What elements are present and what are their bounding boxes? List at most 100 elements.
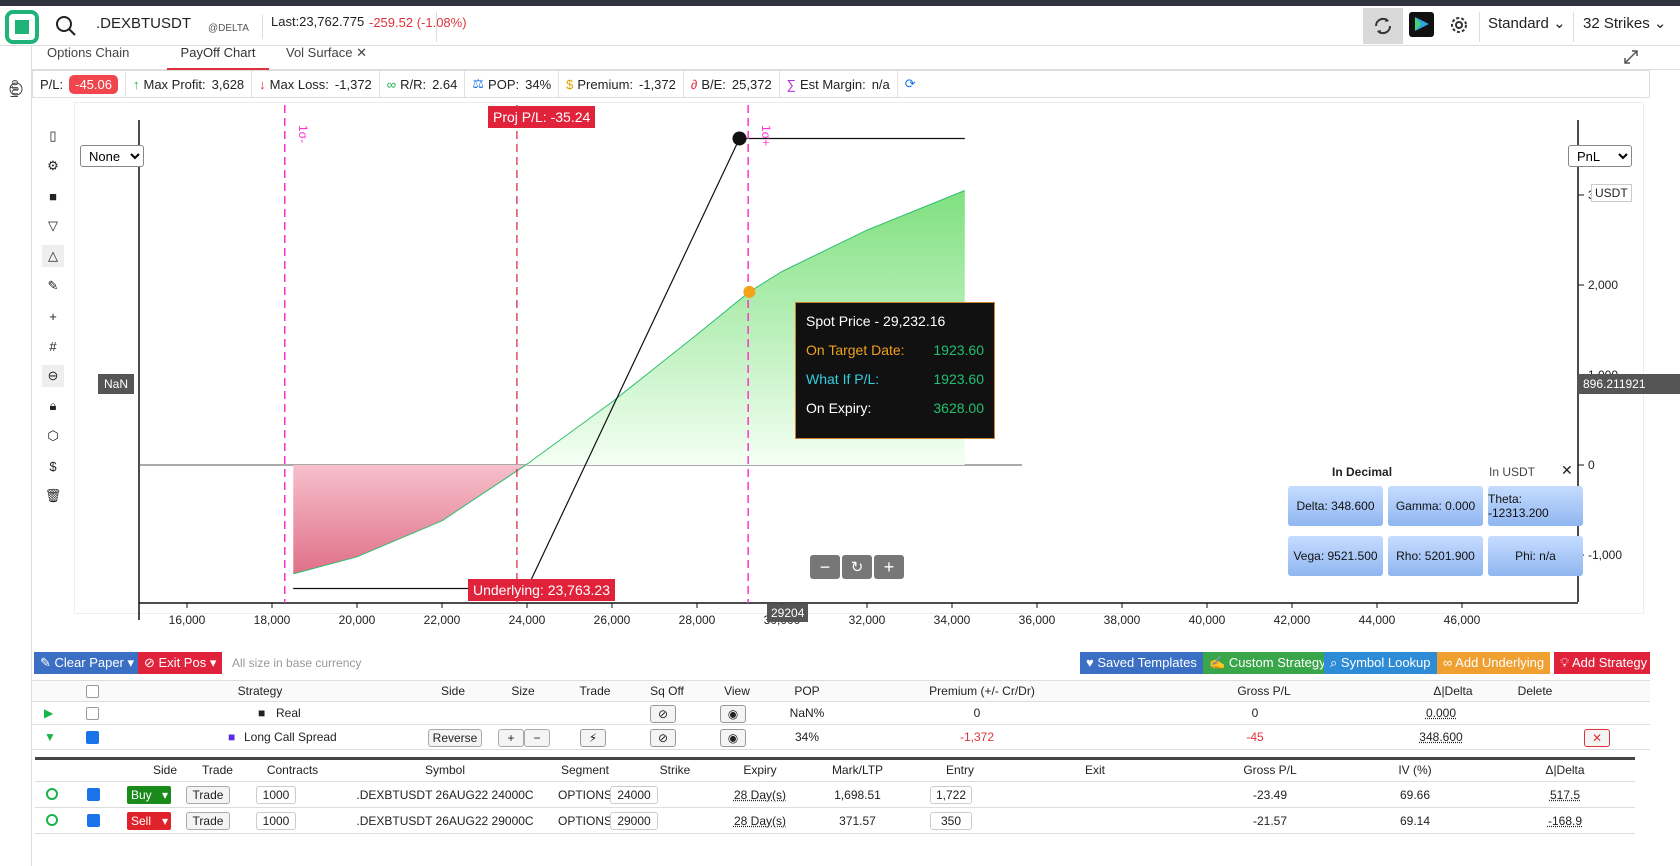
tab-payoff-chart[interactable]: PayOff Chart	[167, 46, 269, 70]
zoom-out-button[interactable]: −	[810, 555, 840, 579]
row-delta: 0.000	[1425, 706, 1457, 720]
zoom-in-button[interactable]: +	[874, 555, 904, 579]
leg-side-select[interactable]: Sell ▾	[127, 812, 171, 830]
symbol-lookup-button[interactable]: ⌕ Symbol Lookup	[1324, 652, 1437, 674]
pencil-icon[interactable]: ✎	[47, 278, 59, 293]
pl-badge: -45.06	[69, 74, 118, 94]
settings-icon[interactable]: ⚙	[47, 158, 59, 173]
leg-row[interactable]: Sell ▾ Trade 1000 .DEXBTUSDT 26AUG22 29000C O…	[35, 808, 1635, 834]
leg-strike[interactable]: 29000	[610, 812, 658, 830]
leg-expiry[interactable]: 28 Day(s)	[733, 814, 786, 828]
table-row[interactable]: ▼ ■ Long Call Spread Reverse + − ⚡︎ ⊘ ◉ …	[32, 726, 1650, 750]
lightning-icon[interactable]: ⚡︎	[580, 729, 606, 747]
search-icon[interactable]	[55, 15, 77, 37]
leg-side-select[interactable]: Buy ▾	[127, 786, 171, 804]
x-tick-label: 28,000	[679, 613, 716, 627]
triangle-icon[interactable]: △	[42, 245, 64, 267]
tab-options-chain[interactable]: Options Chain	[47, 45, 130, 60]
lock-icon[interactable]: 🔒︎	[49, 398, 57, 413]
leg-contracts[interactable]: 1000	[256, 812, 296, 830]
expand-icon[interactable]	[1622, 48, 1640, 66]
custom-strategy-button[interactable]: ✍ Custom Strategy	[1203, 652, 1332, 674]
mode-select[interactable]: Standard ⌄	[1488, 15, 1566, 32]
leg-side: Buy	[131, 788, 152, 802]
col-side: Side	[440, 684, 466, 698]
leg-checkbox[interactable]	[87, 814, 100, 827]
left-overlay-select[interactable]: None	[80, 145, 144, 167]
legs-header: Side Trade Contracts Symbol Segment Stri…	[35, 760, 1635, 782]
increase-size-button[interactable]: +	[498, 729, 524, 747]
leg-contracts[interactable]: 1000	[256, 786, 296, 804]
greeks-usdt-toggle[interactable]: In USDT	[1489, 465, 1536, 479]
exit-pos-button[interactable]: ⊘ Exit Pos ▾	[138, 652, 223, 674]
clear-paper-button[interactable]: ✎ Clear Paper ▾	[34, 652, 141, 674]
row-checkbox[interactable]	[86, 731, 99, 744]
tab-vol-surface[interactable]: Vol Surface ✕	[286, 45, 368, 60]
tooltip-target-label: On Target Date:	[806, 342, 905, 358]
leg-segment: OPTIONS	[557, 814, 612, 828]
leg-entry[interactable]: 1,722	[930, 786, 972, 804]
plus-icon[interactable]: +	[49, 308, 57, 324]
leg-gross: -23.49	[1252, 788, 1288, 802]
square-icon[interactable]: ■	[49, 188, 57, 204]
app-logo-icon[interactable]	[4, 9, 40, 45]
close-icon[interactable]: ✕	[356, 45, 368, 60]
greeks-decimal-toggle[interactable]: In Decimal	[1332, 465, 1393, 479]
dollar-icon[interactable]: $	[49, 458, 57, 474]
leg-trade-button[interactable]: Trade	[186, 786, 230, 804]
leg-strike[interactable]: 24000	[610, 786, 658, 804]
expiry-max-point	[732, 131, 747, 146]
cursor-x-flag: 29204	[767, 604, 809, 622]
reverse-button[interactable]: Reverse	[428, 729, 482, 747]
expand-icon[interactable]: ▶	[44, 706, 54, 720]
sqoff-icon[interactable]: ⊘	[650, 705, 676, 723]
leg-entry[interactable]: 350	[930, 812, 972, 830]
delete-button[interactable]: ✕	[1584, 729, 1610, 747]
sidebar-toggle-icon[interactable]: ▯	[49, 128, 57, 143]
leg-checkbox[interactable]	[87, 788, 100, 801]
chart-toolbar: ▯ ⚙ ■ ▽ △ ✎ + # ⊖ 🔒︎ ⬡ $ 🗑︎	[38, 125, 68, 503]
x-tick-label: 40,000	[1189, 613, 1226, 627]
leg-symbol: .DEXBTUSDT 26AUG22 24000C	[356, 788, 534, 802]
sqoff-icon[interactable]: ⊘	[650, 729, 676, 747]
collapse-icon[interactable]	[9, 82, 23, 96]
arrow-up-icon: ↑	[133, 76, 140, 92]
add-strategy-button[interactable]: 💡︎ Add Strategy	[1554, 652, 1650, 674]
brand-icon[interactable]	[1409, 12, 1434, 37]
sigma-right-label: 1σ+	[759, 125, 773, 146]
table-row[interactable]: ▶ ■ Real ⊘ ◉ NaN% 0 0 0.000	[32, 703, 1650, 725]
leg-row[interactable]: Buy ▾ Trade 1000 .DEXBTUSDT 26AUG22 24000C OP…	[35, 782, 1635, 808]
loss-area	[293, 465, 527, 574]
view-icon[interactable]: ◉	[720, 729, 746, 747]
trash-icon[interactable]: 🗑︎	[44, 488, 62, 503]
refresh-button[interactable]	[1363, 8, 1403, 44]
cube-icon[interactable]: ⬡	[47, 428, 59, 443]
symbol-name[interactable]: .DEXBTUSDT	[96, 15, 192, 32]
margin-refresh-icon[interactable]: ⟳	[904, 76, 916, 91]
decrease-size-button[interactable]: −	[524, 729, 550, 747]
y-tick-label: -1,000	[1588, 548, 1622, 562]
collapse-icon[interactable]: ▼	[44, 730, 56, 744]
row-checkbox[interactable]	[86, 707, 99, 720]
view-icon[interactable]: ◉	[720, 705, 746, 723]
grid-icon[interactable]: #	[49, 338, 57, 354]
y-tick-label: 0	[1588, 458, 1595, 472]
left-info-strip: Info	[0, 46, 32, 866]
close-icon[interactable]: ✕	[1561, 462, 1573, 478]
add-underlying-button[interactable]: ∞ Add Underlying	[1437, 652, 1551, 674]
x-tick-label: 36,000	[1019, 613, 1056, 627]
divider	[436, 12, 437, 42]
zoom-out-icon[interactable]: ⊖	[42, 365, 64, 387]
reset-zoom-button[interactable]: ↻	[842, 555, 872, 579]
leg-expiry[interactable]: 28 Day(s)	[733, 788, 786, 802]
saved-templates-button[interactable]: ♥ Saved Templates	[1080, 652, 1203, 674]
filter-icon[interactable]: ▽	[48, 218, 58, 233]
strikes-select[interactable]: 32 Strikes ⌄	[1583, 15, 1667, 32]
leg-status-icon	[46, 814, 58, 826]
select-all-checkbox[interactable]	[86, 685, 99, 698]
link-icon: ∞	[386, 76, 397, 92]
settings-icon[interactable]	[1448, 14, 1470, 36]
series-line-expiry	[293, 137, 965, 590]
right-axis-select[interactable]: PnL	[1568, 145, 1632, 167]
leg-trade-button[interactable]: Trade	[186, 812, 230, 830]
